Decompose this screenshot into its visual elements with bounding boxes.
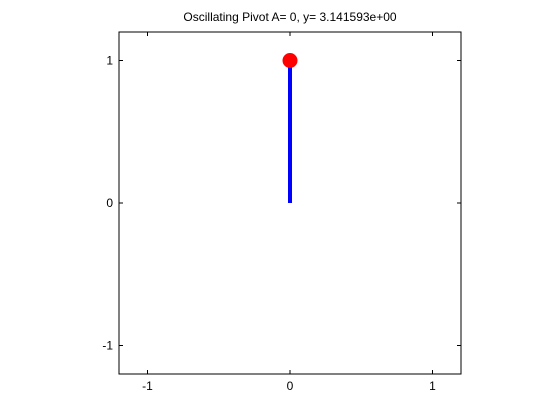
chart-title: Oscillating Pivot A= 0, y= 3.141593e+00 bbox=[183, 10, 396, 24]
axis-ticks: -1 0 1 -1 0 1 bbox=[102, 32, 461, 393]
x-tick-label: 0 bbox=[287, 379, 294, 393]
x-tick-label: 1 bbox=[429, 379, 436, 393]
y-tick-label: 1 bbox=[106, 54, 113, 68]
y-tick-label: -1 bbox=[102, 339, 113, 353]
x-tick-label: -1 bbox=[142, 379, 153, 393]
y-tick-label: 0 bbox=[106, 196, 113, 210]
plot-marks bbox=[283, 53, 298, 203]
pendulum-bob bbox=[283, 53, 298, 68]
